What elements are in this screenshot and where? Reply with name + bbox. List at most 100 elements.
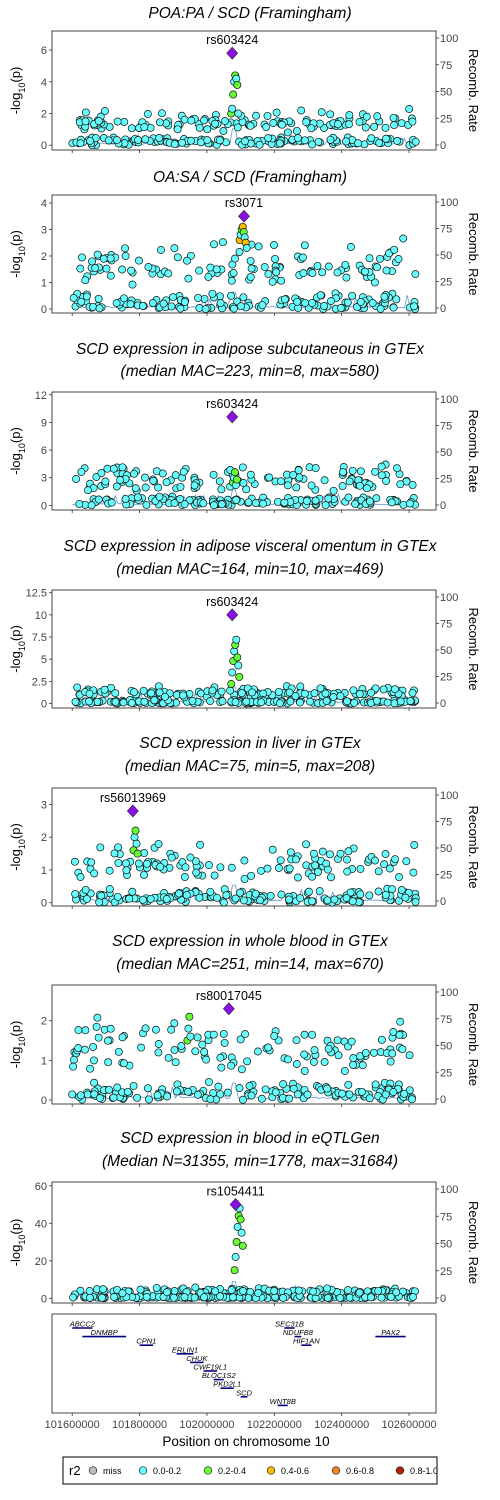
snp-point (69, 1062, 78, 1071)
snp-point (118, 1033, 127, 1042)
snp-point (127, 699, 136, 707)
snp-point (118, 265, 127, 274)
snp-point (203, 125, 212, 134)
snp-point (229, 90, 238, 99)
association-panel-3: SCD expression in adipose subcutaneous i… (8, 341, 481, 513)
snp-point (142, 859, 151, 868)
snp-point (81, 276, 90, 285)
snp-point (348, 466, 357, 475)
snp-point (246, 273, 255, 282)
snp-point (408, 481, 417, 490)
snp-point (371, 856, 379, 865)
snp-point (180, 1293, 189, 1302)
snp-point (111, 689, 120, 698)
snp-point (114, 1047, 123, 1056)
snp-point (300, 689, 309, 698)
lead-snp-marker (238, 209, 250, 223)
snp-point (231, 1253, 240, 1261)
snp-point (206, 887, 215, 896)
gene-label: CHUK (186, 1354, 208, 1363)
snp-point (336, 1293, 344, 1302)
snp-point (131, 826, 140, 835)
snp-point (75, 499, 84, 508)
snp-point (121, 859, 130, 868)
snp-point (170, 499, 179, 508)
snp-point (339, 468, 347, 477)
snp-point (269, 119, 278, 127)
snp-point (186, 136, 195, 145)
snp-point (227, 863, 236, 872)
snp-point (140, 870, 148, 879)
snp-point (272, 268, 281, 277)
snp-point (216, 1292, 225, 1301)
snp-point (355, 481, 364, 490)
snp-point (260, 263, 269, 272)
snp-point (240, 856, 249, 865)
snp-point (345, 1293, 354, 1302)
snp-point (95, 1094, 104, 1103)
snp-point (74, 1026, 83, 1035)
snp-point (283, 481, 292, 490)
snp-point (92, 1022, 101, 1031)
snp-point (300, 136, 309, 145)
snp-point (315, 887, 324, 896)
snp-point (215, 477, 224, 486)
snp-point (257, 1094, 266, 1103)
snp-point (146, 894, 155, 903)
snp-point (388, 885, 396, 894)
gene-label: NDUFB8 (283, 1328, 314, 1337)
snp-point (144, 1095, 153, 1104)
snp-point (155, 134, 164, 142)
snp-point (98, 1293, 106, 1302)
y-tick-label: 6 (41, 445, 47, 457)
snp-point (296, 682, 305, 691)
snp-point (118, 1289, 127, 1298)
snp-point (69, 294, 78, 302)
legend-label: 0.8-1.0 (410, 1466, 438, 1476)
y-tick-label: 4 (41, 198, 47, 210)
snp-point (210, 240, 218, 249)
snp-point (191, 1283, 200, 1292)
snp-point (355, 690, 364, 698)
snp-point (121, 244, 129, 253)
snp-point (81, 1026, 90, 1035)
snp-point (234, 661, 243, 670)
y-axis-label: -log10(p) (8, 427, 27, 475)
y-tick-label: 2 (41, 1016, 47, 1028)
panel-title: SCD expression in adipose visceral oment… (63, 538, 437, 555)
recomb-tick-label: 50 (440, 1041, 452, 1053)
y-tick-label: 1 (41, 1055, 47, 1067)
snp-point (216, 863, 225, 872)
snp-point (356, 864, 365, 873)
snp-point (247, 871, 256, 880)
snp-point (277, 890, 286, 899)
snp-point (302, 840, 311, 849)
snp-point (377, 1035, 386, 1044)
snp-point (82, 894, 91, 903)
snp-point (367, 134, 376, 143)
snp-point (81, 108, 90, 117)
snp-point (376, 254, 384, 263)
panel-subtitle: (median MAC=223, min=8, max=580) (121, 363, 380, 380)
snp-point (342, 273, 351, 282)
snp-point (237, 1065, 246, 1074)
snp-point (285, 688, 294, 697)
snp-point (407, 1095, 416, 1104)
snp-point (234, 109, 243, 118)
recomb-tick-label: 50 (440, 447, 452, 459)
y-axis-label: -log10(p) (8, 1219, 27, 1267)
snp-point (90, 1090, 99, 1099)
snp-point (261, 1085, 270, 1094)
y-axis-label: -log10(p) (8, 823, 27, 871)
snp-point (139, 686, 148, 695)
snp-point (176, 482, 185, 491)
snp-point (324, 494, 333, 503)
gene-label: HIF1AN (293, 1337, 320, 1346)
snp-point (293, 134, 302, 143)
snp-point (210, 501, 218, 510)
snp-point (77, 297, 86, 306)
snp-point (323, 865, 332, 874)
snp-point (179, 691, 188, 700)
snp-point (280, 498, 289, 507)
